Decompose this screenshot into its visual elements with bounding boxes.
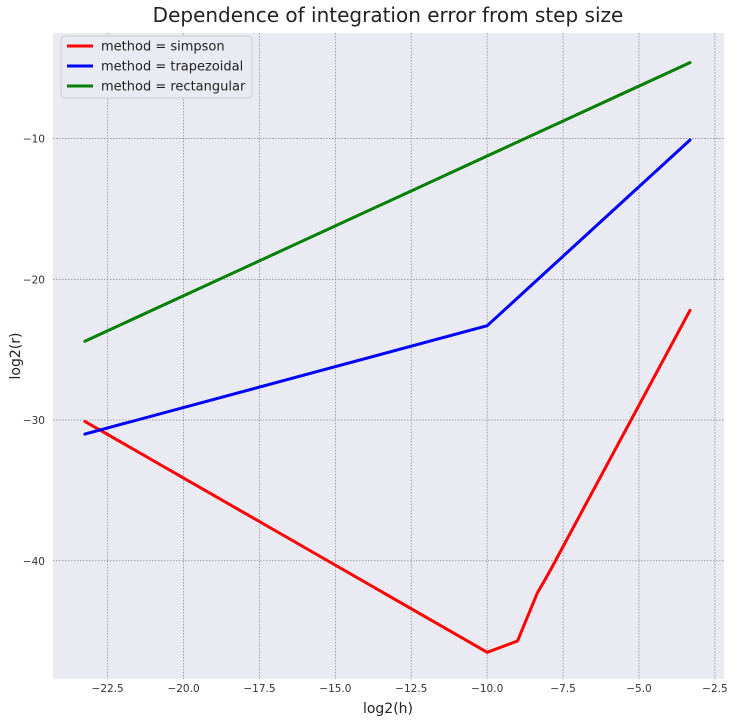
legend-box (60, 35, 253, 99)
x-tick-label: −17.5 (243, 683, 275, 695)
x-tick-label: −15.0 (319, 683, 351, 695)
y-tick-label: −30 (23, 415, 45, 427)
grid (53, 33, 724, 679)
legend: method = simpson method = trapezoidal meth… (60, 35, 253, 99)
legend-label: method = trapezoidal (101, 60, 243, 75)
series-line-3 (83, 61, 692, 343)
tick-labels: −22.5 −20.0 −17.5 −15.0 −12.5 −10.0 −7.5 −5.0 −2… (23, 134, 728, 695)
y-tick-label: −20 (23, 274, 45, 286)
legend-label: method = rectangular (101, 80, 246, 95)
series-line-1 (83, 308, 692, 654)
x-axis-label: log2(h) (363, 701, 413, 717)
y-tick-label: −40 (23, 556, 45, 568)
x-tick-label: −12.5 (395, 683, 427, 695)
plot-area (53, 33, 724, 679)
x-tick-label: −10.0 (471, 683, 503, 695)
x-tick-label: −5.0 (626, 683, 652, 695)
x-tick-label: −7.5 (550, 683, 576, 695)
chart-title: Dependence of integration error from ste… (153, 3, 624, 27)
series-line-2 (83, 138, 692, 436)
legend-label: method = simpson (101, 40, 225, 55)
x-tick-label: −20.0 (167, 683, 199, 695)
x-tick-label: −2.5 (702, 683, 728, 695)
x-tick-label: −22.5 (92, 683, 124, 695)
y-tick-label: −10 (23, 134, 45, 146)
y-axis-label: log2(r) (8, 333, 24, 380)
series-lines (83, 61, 692, 654)
